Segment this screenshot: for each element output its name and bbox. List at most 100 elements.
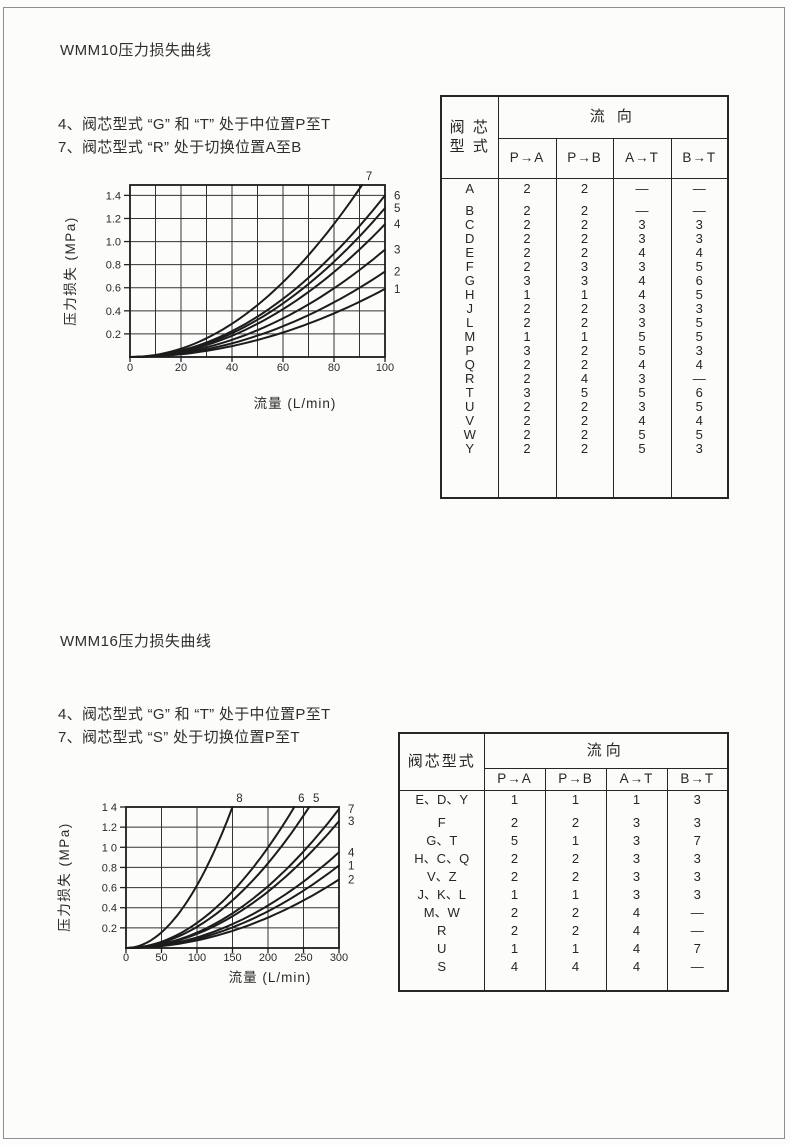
x-tick-label: 80 <box>328 362 340 374</box>
cell-spool-type: H <box>465 287 475 303</box>
y-tick-label: 0.4 <box>102 903 117 915</box>
cell-value: 5 <box>670 330 729 344</box>
cell-value: 3 <box>612 218 671 232</box>
curve-label-7: 7 <box>366 171 372 183</box>
curve-label-8: 8 <box>236 793 242 805</box>
grid <box>129 185 386 357</box>
y-axis-title: 压力损失 (MPa) <box>57 822 72 932</box>
plot-border <box>129 184 386 358</box>
curve-1 <box>129 287 386 358</box>
cell-value: 2 <box>555 316 613 330</box>
y-tick-label: 0.2 <box>106 329 121 341</box>
spool-type-header: 阀 芯 型 式 <box>441 96 498 179</box>
cell-value: 3 <box>670 232 729 246</box>
cell-value: 3 <box>605 832 667 850</box>
x-axis-title: 流量 (L/min) <box>254 396 337 411</box>
cell-value: 2 <box>483 904 545 922</box>
cell-value: 2 <box>555 442 613 456</box>
cell-spool-type: E、D、Y <box>415 791 469 807</box>
cell-value: 3 <box>605 814 667 832</box>
x-tick-label: 100 <box>188 952 206 964</box>
cell-value: 1 <box>483 790 545 814</box>
cell-value: 4 <box>605 922 667 940</box>
cell-spool-type: T <box>465 385 474 401</box>
cell-value: 2 <box>483 868 545 886</box>
cell-value: 2 <box>497 442 556 456</box>
x-tick-label: 0 <box>127 362 133 374</box>
cell-value: 2 <box>483 814 545 832</box>
cell-spool-type: G、T <box>426 833 458 849</box>
curve-label-6: 6 <box>394 190 400 202</box>
cell-value: 4 <box>555 372 613 386</box>
cell-value: 2 <box>497 218 556 232</box>
cell-value: 6 <box>670 386 729 400</box>
cell-value: 2 <box>544 850 606 868</box>
cell-spool-type: M、W <box>423 905 460 921</box>
cell-value: 4 <box>670 358 729 372</box>
cell-value: 3 <box>666 850 729 868</box>
column-header-p-b: P→B <box>544 768 606 791</box>
cell-value: 2 <box>544 922 606 940</box>
curve-label-7: 7 <box>348 804 354 816</box>
cell-value: 3 <box>666 868 729 886</box>
cell-value: 2 <box>497 358 556 372</box>
cell-value: 3 <box>666 886 729 904</box>
cell-value: 2 <box>497 178 556 204</box>
cell-value: 3 <box>666 814 729 832</box>
cell-value: — <box>670 178 729 204</box>
curve-label-5: 5 <box>313 793 319 805</box>
curve-labels: 7 65 4 3 2 1 <box>366 171 401 296</box>
tick-labels: 0 20 40 60 80 100 0.2 0.4 0.6 0.8 1.0 1.2 1.4 <box>106 190 394 374</box>
cell-spool-type: C <box>465 217 475 233</box>
x-tick-label: 50 <box>155 952 167 964</box>
cell-spool-type: V <box>465 413 475 429</box>
cell-spool-type: G <box>464 273 475 289</box>
cell-value: 3 <box>605 868 667 886</box>
cell-value: 2 <box>555 358 613 372</box>
cell-spool-type: D <box>465 231 475 247</box>
curve-label-2: 2 <box>394 267 400 279</box>
section1-title: WMM10压力损失曲线 <box>60 42 212 59</box>
y-tick-label: 1 4 <box>102 802 117 814</box>
cell-value: 2 <box>555 246 613 260</box>
cell-spool-type: B <box>465 203 475 219</box>
cell-value: 5 <box>670 400 729 414</box>
cell-value: 3 <box>670 302 729 316</box>
cell-spool-type: W <box>463 427 476 443</box>
spacer-cell <box>670 456 729 498</box>
cell-spool-type: U <box>437 941 447 957</box>
cell-value: 2 <box>555 428 613 442</box>
x-tick-label: 20 <box>175 362 187 374</box>
cell-value: — <box>666 922 729 940</box>
x-tick-label: 0 <box>123 952 129 964</box>
y-tick-label: 0.4 <box>106 306 121 318</box>
curve-label-4: 4 <box>348 847 355 859</box>
cell-value: 2 <box>555 204 613 218</box>
spool-type-header-line1: 阀芯型式 <box>407 753 476 771</box>
curve-label-4: 4 <box>394 219 401 231</box>
spacer-cell <box>544 976 606 991</box>
cell-value: 4 <box>612 358 671 372</box>
cell-value: 1 <box>555 288 613 302</box>
curve-7 <box>129 184 364 358</box>
plot-border <box>125 806 340 949</box>
y-tick-label: 0.8 <box>106 260 121 272</box>
cell-value: 4 <box>612 288 671 302</box>
curve-label-3: 3 <box>348 816 354 828</box>
cell-value: 3 <box>612 260 671 274</box>
spacer-cell <box>605 976 667 991</box>
table-body: A 2 2— — B 2 2— — C 2 2 3 3 D 2 2 3 3 E 2 2 4 4 F 2 3 3 5 G 3 3 4 6 H 1 1 4 5… <box>441 178 729 498</box>
section2-note-1: 4、阀芯型式 “G” 和 “T” 处于中位置P至T <box>58 706 331 723</box>
cell-value: 7 <box>666 832 729 850</box>
curve-8 <box>125 806 234 949</box>
y-tick-label: 1.0 <box>106 237 121 249</box>
column-header-b-t: B→T <box>666 768 729 791</box>
cell-value: 1 <box>497 288 556 302</box>
cell-value: 4 <box>605 940 667 958</box>
